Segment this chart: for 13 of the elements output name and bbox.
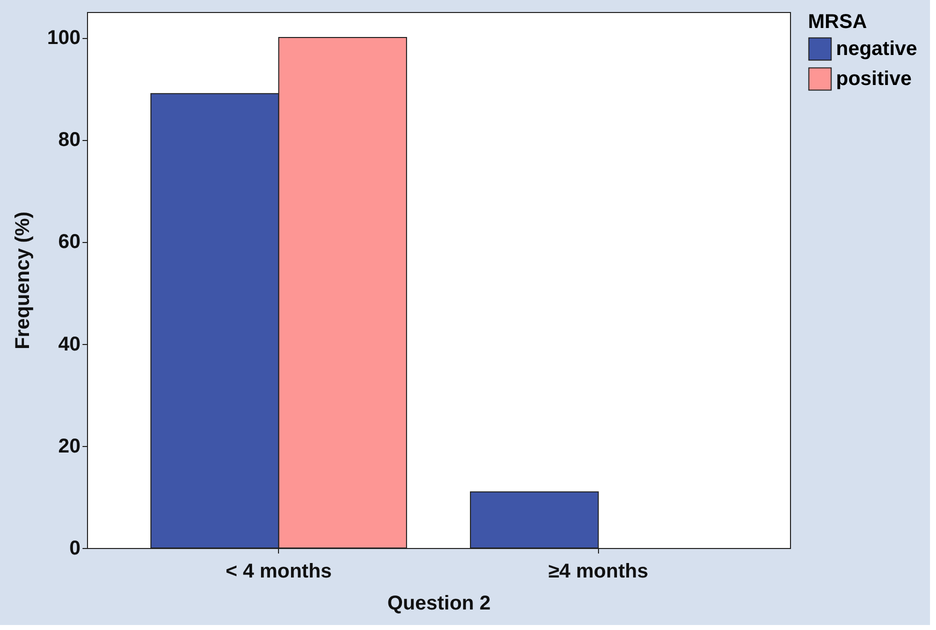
x-axis-title: Question 2 [387, 592, 491, 614]
legend-label: negative [836, 38, 918, 60]
y-axis-title: Frequency (%) [12, 212, 34, 350]
y-tick-label: 80 [58, 129, 80, 152]
legend-label: positive [836, 68, 912, 90]
x-tick-label: < 4 months [226, 560, 332, 582]
y-tick-label: 40 [58, 333, 80, 356]
y-tick-label: 100 [47, 27, 80, 50]
legend-title: MRSA [808, 11, 867, 33]
x-tick-label: ≥4 months [548, 560, 648, 582]
y-tick-label: 20 [58, 435, 80, 458]
y-tick-label: 60 [58, 231, 80, 254]
y-tick-label: 0 [69, 538, 80, 560]
